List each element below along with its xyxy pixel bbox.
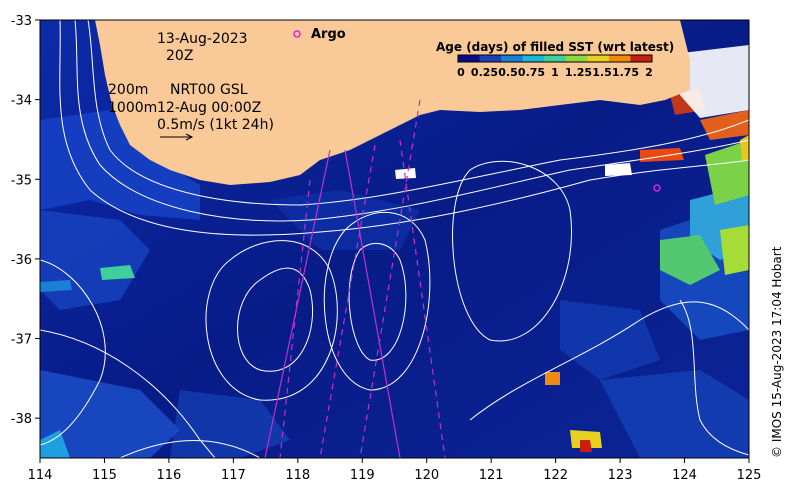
colorbar-segment — [565, 55, 588, 62]
longitude-tick-label: 122 — [543, 468, 568, 483]
longitude-tick-label: 115 — [92, 468, 117, 483]
longitude-tick-label: 117 — [221, 468, 246, 483]
longitude-tick-label: 116 — [156, 468, 181, 483]
argo-legend-icon — [293, 30, 301, 38]
colorbar-segment — [522, 55, 545, 62]
colorbar-tick-label: 0.5 — [498, 66, 518, 79]
colorbar-tick-label: 1.75 — [612, 66, 639, 79]
satellite-tracks — [264, 99, 446, 458]
product-label: NRT00 GSL — [170, 82, 248, 98]
colorbar-segment — [608, 55, 631, 62]
colorbar-tick-label: 1.5 — [592, 66, 612, 79]
latitude-axis: -33 -34 -35 -36 -37 -38 — [11, 14, 40, 427]
latitude-tick-label: -36 — [11, 253, 32, 268]
latitude-tick-label: -35 — [11, 173, 32, 188]
colorbar-segment — [630, 55, 653, 62]
longitude-tick-label: 118 — [285, 468, 310, 483]
argo-legend-label: Argo — [311, 27, 346, 42]
legend-title: Age (days) of filled SST (wrt latest) — [436, 40, 674, 54]
argo-float-marker[interactable] — [653, 184, 661, 192]
velocity-scale-label: 0.5m/s (1kt 24h) — [157, 117, 274, 133]
longitude-tick-label: 114 — [28, 468, 53, 483]
colorbar-segment — [587, 55, 610, 62]
colorbar-segment — [458, 55, 481, 62]
colorbar-tick-label: 0.75 — [518, 66, 545, 79]
velocity-scale-arrow — [160, 133, 194, 141]
latitude-tick-label: -34 — [11, 94, 32, 109]
isobath-200-label: 200m — [108, 82, 148, 98]
latitude-tick-label: -33 — [11, 14, 32, 29]
time-label: 20Z — [166, 48, 193, 64]
longitude-tick-label: 123 — [608, 468, 633, 483]
analysis-time-label: 12-Aug 00:00Z — [157, 100, 261, 116]
colorbar-segment — [501, 55, 524, 62]
colorbar-tick-label: 2 — [645, 66, 653, 79]
colorbar-tick-label: 0 — [457, 66, 465, 79]
colorbar-segment — [479, 55, 502, 62]
colorbar-tick-label: 1 — [551, 66, 559, 79]
isobath-1000-label: 1000m — [108, 100, 157, 116]
latitude-tick-label: -38 — [11, 412, 32, 427]
credit-text: © IMOS 15-Aug-2023 17:04 Hobart — [770, 246, 784, 458]
sst-recent-patches — [40, 45, 749, 452]
colorbar-segment — [544, 55, 567, 62]
longitude-tick-label: 119 — [350, 468, 375, 483]
colorbar — [457, 54, 653, 63]
plot-frame — [39, 19, 750, 459]
longitude-tick-label: 124 — [672, 468, 697, 483]
colorbar-tick-label: 1.25 — [565, 66, 592, 79]
colorbar-frame — [457, 54, 653, 63]
velocity-contours — [40, 20, 749, 458]
longitude-tick-label: 125 — [737, 468, 762, 483]
longitude-axis: 114 115 116 117 118 119 120 121 122 123 124 125 — [28, 458, 762, 483]
colorbar-tick-label: 0.25 — [471, 66, 498, 79]
colorbar-ticks: 0 0.25 0.5 0.75 1 1.25 1.5 1.75 2 — [457, 66, 653, 79]
date-label: 13-Aug-2023 — [157, 31, 248, 47]
latitude-tick-label: -37 — [11, 333, 32, 348]
longitude-tick-label: 120 — [414, 468, 439, 483]
longitude-tick-label: 121 — [479, 468, 504, 483]
